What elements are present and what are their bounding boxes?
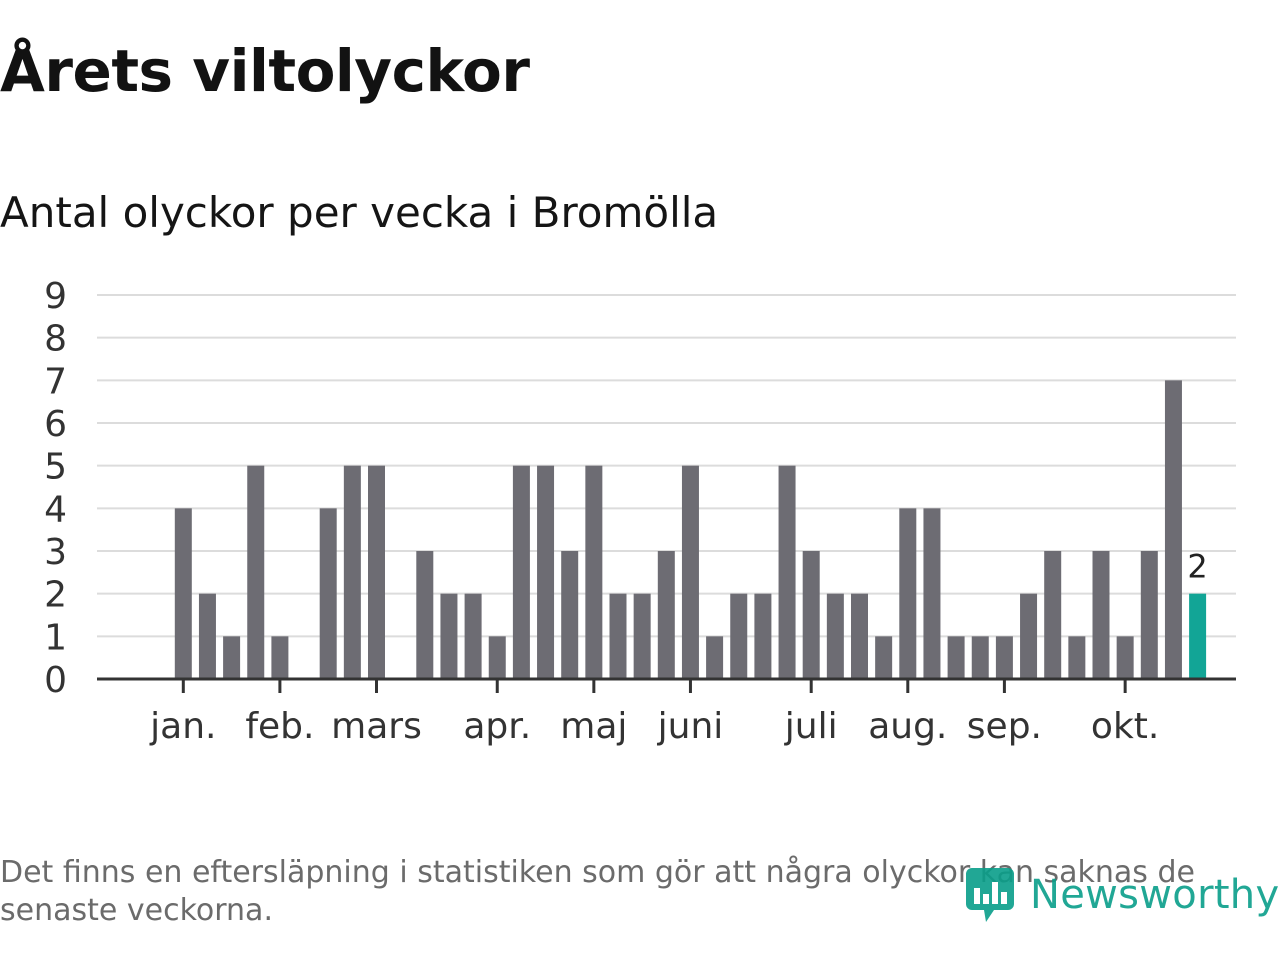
x-tick-label: jan. (149, 706, 216, 747)
bar-highlight (1189, 593, 1207, 679)
bar (875, 636, 893, 679)
x-tick-label: juni (657, 706, 724, 747)
bar (1068, 636, 1086, 679)
bar (826, 593, 844, 679)
brand-logo-block: Newsworthy (964, 860, 1279, 930)
bar (730, 593, 748, 679)
y-tick-label: 4 (44, 489, 67, 530)
bar (1164, 380, 1182, 679)
bar (537, 465, 555, 679)
bar (247, 465, 265, 679)
x-tick-label: aug. (868, 706, 947, 747)
bar (585, 465, 603, 679)
bar (512, 465, 530, 679)
newsworthy-logo-icon (966, 868, 1014, 922)
bar (851, 593, 868, 679)
data-label: 2 (1187, 548, 1207, 586)
bar (681, 465, 699, 679)
y-tick-label: 8 (44, 319, 67, 360)
bar (923, 508, 941, 679)
x-tick-label: feb. (245, 706, 314, 747)
bar (198, 593, 216, 679)
x-axis-ticks: jan. feb. mars apr. maj juni juli aug. sep. okt. (149, 679, 1159, 747)
bar (754, 593, 772, 679)
bar (706, 636, 724, 679)
bar (416, 551, 434, 679)
y-tick-label: 5 (44, 447, 67, 488)
bar (488, 636, 506, 679)
gridlines (97, 294, 1236, 638)
bar (971, 636, 989, 679)
y-tick-label: 9 (44, 276, 67, 317)
bar (1044, 551, 1062, 679)
x-tick-label: sep. (967, 706, 1042, 747)
x-tick-label: okt. (1091, 706, 1159, 747)
bar (778, 465, 796, 679)
y-tick-label: 7 (44, 361, 67, 402)
bar (561, 551, 579, 679)
y-tick-label: 3 (44, 532, 67, 573)
bar (899, 508, 917, 679)
bar (440, 593, 458, 679)
bar (633, 593, 651, 679)
bars (174, 380, 1207, 679)
bar (947, 636, 965, 679)
bar (174, 508, 192, 679)
bar (368, 465, 385, 679)
bar (1020, 593, 1038, 679)
y-tick-label: 2 (44, 575, 67, 616)
bar (319, 508, 337, 679)
bar (223, 636, 241, 679)
bar (995, 636, 1013, 679)
y-tick-label: 1 (44, 617, 67, 658)
bar (464, 593, 482, 679)
chart-subtitle: Antal olyckor per vecka i Bromölla (0, 188, 719, 237)
y-tick-label: 6 (44, 404, 67, 445)
chart-title: Årets viltolyckor (0, 37, 530, 105)
x-tick-label: juli (784, 706, 838, 747)
bar (1116, 636, 1134, 679)
bar (609, 593, 627, 679)
x-tick-label: apr. (463, 706, 531, 747)
bar (343, 465, 361, 679)
data-labels: 2 (1187, 548, 1207, 586)
x-tick-label: maj (560, 706, 627, 747)
x-tick-label: mars (331, 706, 422, 747)
bar (1092, 551, 1110, 679)
bar (1140, 551, 1158, 679)
bar (802, 551, 820, 679)
brand-name: Newsworthy (1030, 872, 1280, 918)
bar (271, 636, 289, 679)
y-tick-label: 0 (44, 660, 67, 701)
bar (657, 551, 675, 679)
